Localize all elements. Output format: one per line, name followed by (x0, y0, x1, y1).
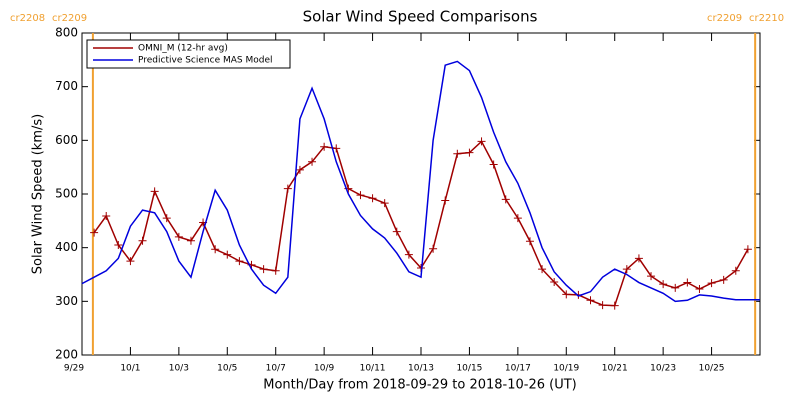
legend-label: Predictive Science MAS Model (138, 56, 273, 66)
marker (477, 137, 486, 146)
x-tick-label: 10/21 (602, 364, 628, 374)
carrington-label: cr2209 (52, 13, 87, 24)
marker (308, 157, 317, 166)
y-tick-label: 500 (55, 187, 78, 201)
marker (295, 165, 304, 174)
marker (283, 184, 292, 193)
x-tick-label: 10/15 (456, 364, 482, 374)
x-tick-label: 10/5 (217, 364, 237, 374)
marker (441, 196, 450, 205)
marker (683, 278, 692, 287)
carrington-label: cr2209 (707, 13, 742, 24)
marker (356, 191, 365, 200)
y-tick-label: 700 (55, 79, 78, 93)
marker (429, 244, 438, 253)
marker (162, 214, 171, 223)
marker (102, 212, 111, 221)
marker (550, 278, 559, 287)
x-tick-label: 10/17 (505, 364, 531, 374)
x-tick-label: 10/7 (266, 364, 286, 374)
series-line (81, 60, 760, 303)
y-tick-label: 400 (55, 240, 78, 254)
marker (150, 187, 159, 196)
x-tick-label: 10/13 (408, 364, 434, 374)
chart-title: Solar Wind Speed Comparisons (303, 8, 538, 26)
marker (126, 257, 135, 266)
marker (138, 236, 147, 245)
marker (586, 296, 595, 305)
marker (211, 245, 220, 254)
marker (404, 250, 413, 259)
y-axis-label: Solar Wind Speed (km/s) (31, 114, 46, 274)
carrington-label: cr2210 (749, 13, 784, 24)
x-tick-label: 10/11 (360, 364, 386, 374)
carrington-label: cr2208 (10, 13, 45, 24)
marker (320, 142, 329, 151)
marker (380, 199, 389, 208)
marker (513, 214, 522, 223)
x-tick-label: 10/23 (650, 364, 676, 374)
marker (90, 228, 99, 237)
marker (453, 149, 462, 158)
y-tick-label: 600 (55, 133, 78, 147)
marker (671, 283, 680, 292)
x-tick-label: 9/29 (64, 364, 84, 374)
marker (368, 194, 377, 203)
marker (719, 275, 728, 284)
marker (695, 284, 704, 293)
marker (223, 250, 232, 259)
marker (562, 290, 571, 299)
marker (707, 279, 716, 288)
y-tick-label: 300 (55, 294, 78, 308)
legend-label: OMNI_M (12-hr avg) (138, 44, 228, 54)
marker (465, 148, 474, 157)
x-tick-label: 10/25 (699, 364, 725, 374)
x-axis-label: Month/Day from 2018-09-29 to 2018-10-26 … (263, 378, 576, 393)
marker (489, 160, 498, 169)
marker (647, 272, 656, 281)
marker (659, 280, 668, 289)
marker (501, 195, 510, 204)
legend-box (86, 39, 291, 69)
marker (743, 245, 752, 254)
x-tick-label: 10/9 (314, 364, 334, 374)
marker (538, 265, 547, 274)
x-tick-label: 10/1 (120, 364, 140, 374)
marker (186, 236, 195, 245)
marker (634, 254, 643, 263)
x-tick-label: 10/19 (553, 364, 579, 374)
marker (259, 265, 268, 274)
y-tick-label: 800 (55, 26, 78, 40)
marker (271, 266, 280, 275)
x-tick-label: 10/3 (169, 364, 189, 374)
marker (598, 301, 607, 310)
marker (235, 257, 244, 266)
y-tick-label: 200 (55, 348, 78, 362)
marker (525, 237, 534, 246)
marker (174, 232, 183, 241)
marker (731, 266, 740, 275)
marker (392, 227, 401, 236)
marker (332, 144, 341, 153)
marker (622, 265, 631, 274)
marker (610, 301, 619, 310)
marker (114, 240, 123, 249)
